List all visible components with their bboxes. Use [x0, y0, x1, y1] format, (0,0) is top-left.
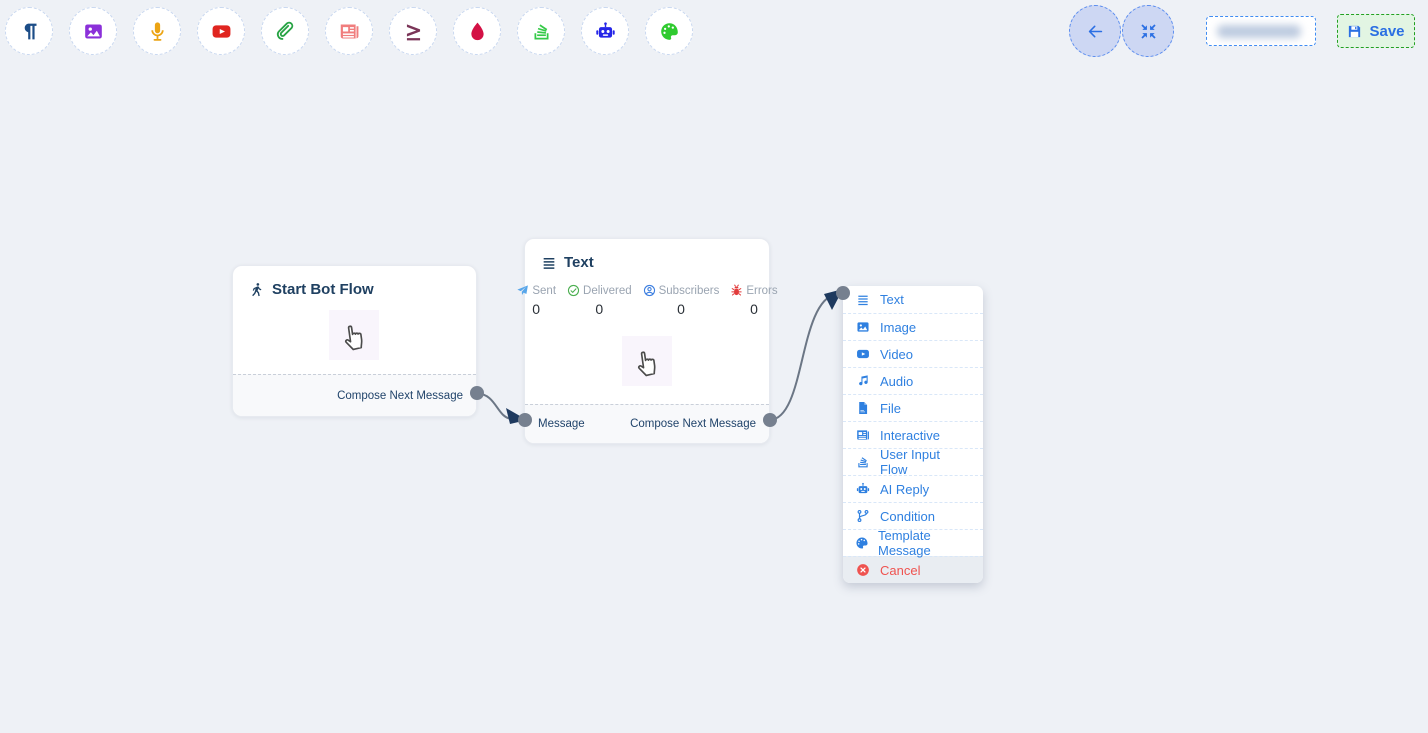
- microphone-icon: [147, 21, 168, 42]
- stat-value: 0: [595, 301, 604, 317]
- droplet-tool-button[interactable]: [453, 7, 501, 55]
- paragraph-icon: [19, 21, 40, 42]
- stat-value: 0: [532, 301, 541, 317]
- palette-tool-button[interactable]: [645, 7, 693, 55]
- menu-target-endpoint[interactable]: [836, 286, 850, 300]
- robot-icon: [855, 482, 871, 496]
- hand-pointer-icon: [627, 341, 668, 382]
- youtube-tool-button[interactable]: [197, 7, 245, 55]
- stat-subscribers: Subscribers 0: [643, 284, 719, 317]
- bug-icon: [730, 284, 743, 297]
- file-icon: [855, 401, 871, 415]
- music-icon: [855, 374, 871, 388]
- compress-icon: [1139, 22, 1158, 41]
- text-node-output-endpoint[interactable]: [763, 413, 777, 427]
- check-circle-icon: [567, 284, 580, 297]
- menu-item-ai-reply[interactable]: AI Reply: [843, 475, 983, 502]
- menu-item-image[interactable]: Image: [843, 313, 983, 340]
- message-port-label: Message: [538, 418, 585, 430]
- palette-icon: [855, 536, 869, 550]
- paragraph-tool-button[interactable]: [5, 7, 53, 55]
- youtube-icon: [211, 21, 232, 42]
- menu-item-interactive[interactable]: Interactive: [843, 421, 983, 448]
- droplet-icon: [467, 21, 488, 42]
- stat-value: 0: [750, 301, 758, 317]
- text-node-stats: Sent 0 Delivered 0 Subscribers 0 Errors 0: [517, 284, 778, 317]
- text-node-title-label: Text: [564, 254, 594, 271]
- menu-item-audio[interactable]: Audio: [843, 367, 983, 394]
- text-node-input-endpoint[interactable]: [518, 413, 532, 427]
- menu-item-user-input-flow[interactable]: User Input Flow: [843, 447, 983, 477]
- toolbar: [5, 7, 693, 55]
- flow-name-input[interactable]: [1206, 16, 1316, 46]
- newspaper-icon: [339, 21, 360, 42]
- stat-sent: Sent 0: [516, 284, 556, 317]
- start-node-output-endpoint[interactable]: [470, 386, 484, 400]
- walking-icon: [249, 282, 265, 298]
- stat-value: 0: [677, 301, 685, 317]
- image-icon: [83, 21, 104, 42]
- text-node-footer: Message Compose Next Message: [525, 404, 769, 443]
- stat-errors: Errors 0: [730, 284, 778, 317]
- align-justify-icon: [541, 255, 557, 271]
- robot-icon: [595, 21, 616, 42]
- stat-delivered: Delivered 0: [567, 284, 632, 317]
- save-button[interactable]: Save: [1337, 14, 1415, 48]
- save-icon: [1347, 24, 1362, 39]
- image-icon: [855, 320, 871, 334]
- start-node-footer: Compose Next Message: [233, 374, 476, 416]
- robot-tool-button[interactable]: [581, 7, 629, 55]
- masked-flow-name: [1217, 24, 1302, 38]
- node-type-menu: Text Image Video Audio File Interactive User I…: [843, 286, 983, 583]
- start-node-title-label: Start Bot Flow: [272, 281, 374, 298]
- greater-equal-icon: [403, 21, 424, 42]
- compose-next-message-port-label: Compose Next Message: [630, 418, 756, 430]
- fit-view-button[interactable]: [1122, 5, 1174, 57]
- paper-plane-icon: [516, 284, 529, 297]
- hand-pointer-icon: [334, 315, 375, 356]
- connection-text-to-menu: [769, 293, 837, 421]
- save-button-label: Save: [1369, 22, 1405, 40]
- microphone-tool-button[interactable]: [133, 7, 181, 55]
- start-node-title: Start Bot Flow: [233, 266, 476, 298]
- menu-item-template-message[interactable]: Template Message: [843, 528, 983, 558]
- drag-hint: [329, 310, 379, 360]
- user-input-flow-icon: [855, 455, 871, 469]
- text-node-title: Text: [525, 239, 769, 271]
- palette-icon: [659, 21, 680, 42]
- align-justify-icon: [855, 293, 871, 307]
- start-bot-flow-node[interactable]: Start Bot Flow Compose Next Message: [232, 265, 477, 417]
- greater-equal-tool-button[interactable]: [389, 7, 437, 55]
- image-tool-button[interactable]: [69, 7, 117, 55]
- back-button[interactable]: [1069, 5, 1121, 57]
- arrow-left-icon: [1086, 22, 1105, 41]
- text-node[interactable]: Text Sent 0 Delivered 0 Subscribers 0 Errors 0 …: [517, 238, 778, 444]
- times-circle-icon: [855, 563, 871, 577]
- youtube-icon: [855, 347, 871, 361]
- drag-hint: [622, 336, 672, 386]
- newspaper-tool-button[interactable]: [325, 7, 373, 55]
- menu-item-text[interactable]: Text: [843, 286, 983, 313]
- menu-item-file[interactable]: File: [843, 394, 983, 421]
- menu-item-video[interactable]: Video: [843, 340, 983, 367]
- newspaper-icon: [855, 428, 871, 442]
- user-input-flow-icon: [531, 21, 552, 42]
- paperclip-icon: [275, 21, 296, 42]
- paperclip-tool-button[interactable]: [261, 7, 309, 55]
- code-branch-icon: [855, 509, 871, 523]
- compose-next-message-port-label: Compose Next Message: [337, 389, 463, 402]
- user-input-flow-tool-button[interactable]: [517, 7, 565, 55]
- menu-item-cancel[interactable]: Cancel: [843, 556, 983, 583]
- user-circle-icon: [643, 284, 656, 297]
- menu-item-condition[interactable]: Condition: [843, 502, 983, 529]
